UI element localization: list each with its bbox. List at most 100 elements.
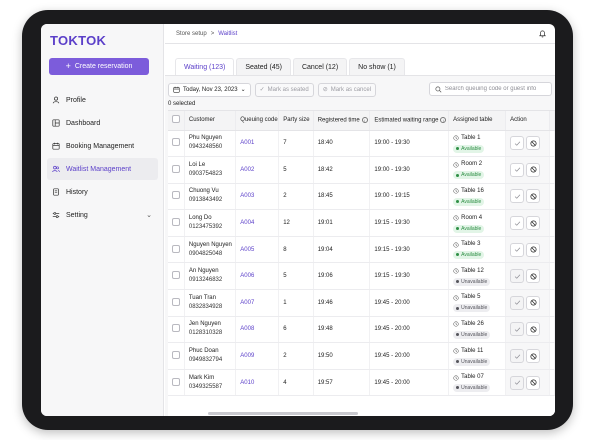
queuing-code-link[interactable]: A007 [240,299,255,306]
mark-seated-row-button[interactable] [510,242,525,257]
queuing-code-link[interactable]: A002 [240,166,255,173]
bell-icon[interactable] [538,29,547,38]
sidebar-item-history[interactable]: History [47,181,158,203]
table-row[interactable]: Chuong Vu 0913843492 A003 2 18:45 19:00 - 19:… [168,183,555,211]
cancel-row-button[interactable] [526,269,541,284]
column-header[interactable]: Party size [278,111,314,131]
column-header-label: Assigned table [453,117,493,124]
party-size-cell: 4 [278,369,314,397]
queuing-code-link[interactable]: A004 [240,220,255,227]
cancel-row-button[interactable] [526,216,541,231]
row-checkbox[interactable] [172,218,180,227]
cancel-row-button[interactable] [526,242,541,257]
row-checkbox[interactable] [172,377,180,386]
queuing-code-link[interactable]: A001 [240,140,255,147]
mark-seated-row-button[interactable] [510,269,525,284]
assigned-table: Table 5 [453,293,505,302]
cancel-row-button[interactable] [526,322,541,337]
column-header[interactable]: Assigned table [448,111,507,131]
breadcrumb-parent[interactable]: Store setup [176,30,207,37]
row-checkbox[interactable] [172,191,180,200]
queuing-code-link[interactable]: A005 [240,246,255,253]
tab-cancel[interactable]: Cancel (12) [292,58,348,75]
column-header[interactable]: Registered time i [313,111,371,131]
queuing-code-link[interactable]: A006 [240,273,255,280]
row-checkbox[interactable] [172,297,180,306]
tab-waiting[interactable]: Waiting (123) [175,58,235,75]
table-row[interactable]: Mark Kim 0349325587 A010 4 19:57 19:45 - 20:0… [168,369,555,397]
cancel-row-button[interactable] [526,162,541,177]
status-dot [456,253,460,257]
row-checkbox[interactable] [172,324,180,333]
sidebar-item-booking-management[interactable]: Booking Management [47,135,158,157]
column-header[interactable]: Estimated waiting range i [369,111,450,131]
table-clock-icon [453,188,459,195]
table-row[interactable]: Phu Nguyen 0943248560 A001 7 18:40 19:00 - 19… [168,130,555,158]
mark-seated-row-button[interactable] [510,162,525,177]
queuing-code-cell: A003 [235,183,280,211]
date-picker[interactable]: Today, Nov 23, 2023 ⌄ [168,82,251,97]
queuing-code-link[interactable]: A008 [240,326,255,333]
column-header[interactable]: Queuing code [235,111,280,131]
sidebar-item-setting[interactable]: Setting ⌄ [47,204,158,226]
cancel-row-button[interactable] [526,189,541,204]
cancel-row-button[interactable] [526,349,541,364]
mark-seated-row-button[interactable] [510,295,525,310]
create-reservation-button[interactable]: + Create reservation [49,58,149,75]
action-cell [505,369,550,397]
queuing-code-link[interactable]: A009 [240,353,255,360]
row-checkbox[interactable] [172,244,180,253]
queuing-code-link[interactable]: A010 [240,379,255,386]
row-checkbox[interactable] [172,138,180,147]
queuing-code-link[interactable]: A003 [240,193,255,200]
table-row[interactable]: Phuc Doan 0949832794 A009 2 19:50 19:45 - 20:… [168,342,555,370]
assigned-table: Room 4 [453,214,505,223]
status-badge: Available [453,197,485,206]
select-all-checkbox[interactable] [172,115,180,124]
column-header[interactable]: Customer [184,111,237,131]
breadcrumb-separator: > [210,30,215,37]
row-checkbox[interactable] [172,164,180,173]
sidebar-item-waitlist-management[interactable]: Waitlist Management [47,158,158,180]
customer-cell: Phu Nguyen 0943248560 [184,130,237,158]
assigned-table-cell: Room 4 Available [448,209,507,237]
sidebar-item-profile[interactable]: Profile [47,89,158,111]
horizontal-scrollbar[interactable] [208,412,358,415]
table-clock-icon [453,321,459,328]
customer-name: Chuong Vu [188,188,219,195]
mark-seated-row-button[interactable] [510,375,525,390]
tab-no-show[interactable]: No show (1) [349,58,405,75]
customer-cell: Long Do 0123475392 [184,209,237,237]
tab-seated[interactable]: Seated (45) [236,58,291,75]
sliders-icon [52,212,60,218]
row-checkbox[interactable] [172,271,180,280]
sidebar-item-dashboard[interactable]: Dashboard [47,112,158,134]
table-row[interactable]: An Nguyen 0913246832 A006 5 19:06 19:15 - 19:… [168,262,555,291]
assigned-table-cell: Table 3 Available [448,236,507,264]
table-row[interactable]: Tuan Tran 0832834928 A007 1 19:46 19:45 - 20:… [168,289,555,317]
search-input[interactable] [444,86,551,92]
mark-seated-row-button[interactable] [510,136,525,151]
assigned-table: Table 12 [453,267,505,276]
mark-seated-row-button[interactable] [510,322,525,337]
mark-seated-row-button[interactable] [510,216,525,231]
cancel-icon [530,246,537,253]
row-checkbox[interactable] [172,351,180,360]
cancel-row-button[interactable] [526,136,541,151]
row-spacer [549,369,555,397]
status-dot [456,146,460,150]
cancel-row-button[interactable] [526,295,541,310]
table-row[interactable]: Long Do 0123475392 A004 12 19:01 19:15 - 19:3… [168,209,555,237]
table-row[interactable]: Nguyen Nguyen 0904825048 A005 8 19:04 19:15 -… [168,236,555,264]
sidebar-item-label: Setting [66,211,88,219]
mark-seated-button[interactable]: ✓ Mark as seated [254,82,314,97]
customer-name: Nguyen Nguyen [188,241,232,248]
mark-seated-row-button[interactable] [510,189,525,204]
cancel-row-button[interactable] [526,375,541,390]
mark-cancel-button[interactable]: ⊘ Mark as cancel [317,82,377,97]
table-row[interactable]: Jen Nguyen 0128310328 A008 6 19:48 19:45 - 20… [168,316,555,344]
table-row[interactable]: Loi Le 0903754823 A002 5 18:42 19:00 - 19:30 R… [168,156,555,184]
selected-count: 0 selected [168,101,196,107]
assigned-table-label: Table 3 [461,241,481,248]
mark-seated-row-button[interactable] [510,349,525,364]
